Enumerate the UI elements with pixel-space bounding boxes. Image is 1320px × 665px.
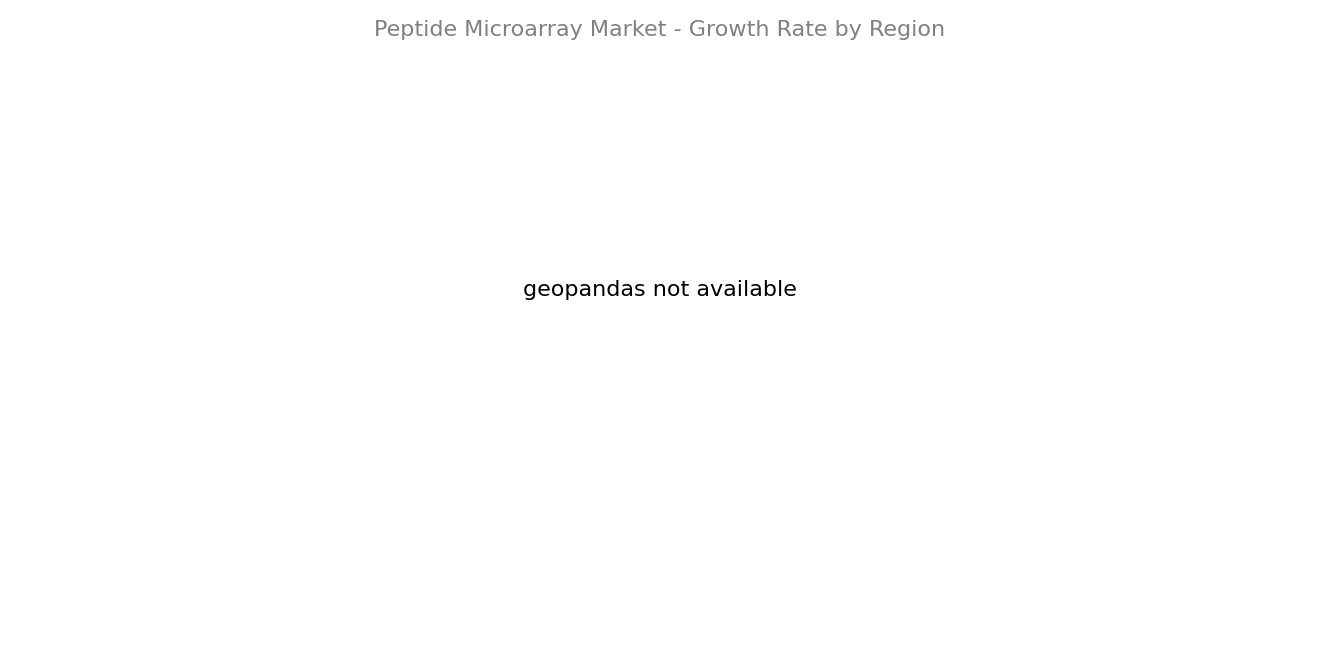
Text: Peptide Microarray Market - Growth Rate by Region: Peptide Microarray Market - Growth Rate … <box>375 20 945 40</box>
Text: geopandas not available: geopandas not available <box>523 280 797 301</box>
